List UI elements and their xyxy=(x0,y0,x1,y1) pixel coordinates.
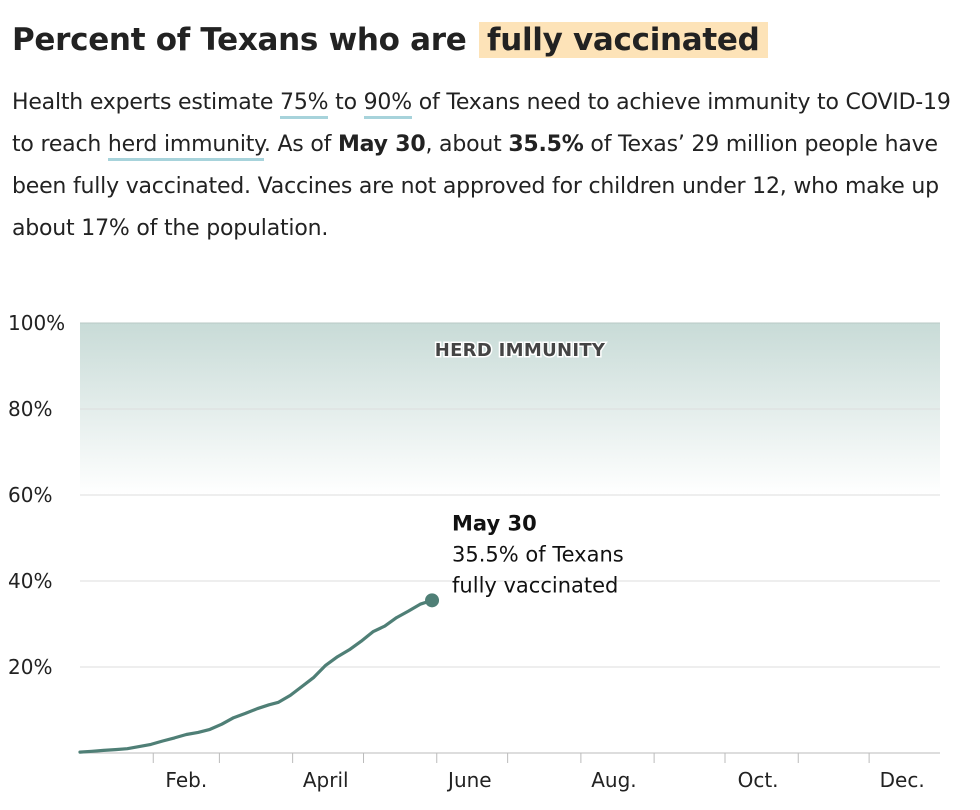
y-tick-label: 100% xyxy=(8,311,65,335)
lede-text-4: . As of xyxy=(263,132,338,157)
x-tick-label: April xyxy=(303,768,349,792)
vaccination-line-chart: HERD IMMUNITY 100% 80% 60% 40% 20% Feb. April J… xyxy=(8,311,940,792)
annotation-date: May 30 xyxy=(452,511,537,535)
lede-herd-immunity: herd immunity xyxy=(107,132,264,161)
y-tick-label: 80% xyxy=(8,397,52,421)
x-tick-label: Feb. xyxy=(165,768,207,792)
y-tick-label: 60% xyxy=(8,483,52,507)
chart-description: Health experts estimate 75% to 90% of Te… xyxy=(12,82,974,250)
lede-text-1: Health experts estimate xyxy=(12,90,281,115)
lede-low-estimate: 75% xyxy=(280,90,329,119)
lede-text-5: , about xyxy=(425,132,509,157)
title-prefix: Percent of Texans who are xyxy=(12,22,467,58)
lede-text-3: of Texans need to achieve immunity to CO… xyxy=(12,90,951,157)
y-tick-label: 20% xyxy=(8,655,52,679)
x-tick-label: Aug. xyxy=(591,768,636,792)
vaccination-series-line xyxy=(78,598,434,754)
latest-data-point xyxy=(425,593,440,608)
lede-high-estimate: 90% xyxy=(363,90,412,119)
x-tick-label: Dec. xyxy=(880,768,925,792)
annotation-line-1: 35.5% of Texans xyxy=(452,542,624,566)
lede-percent: 35.5% xyxy=(508,132,584,157)
x-tick-label: Oct. xyxy=(738,768,779,792)
chart-title: Percent of Texans who are fully vaccinat… xyxy=(12,14,768,66)
annotation-line-2: fully vaccinated xyxy=(452,573,618,597)
lede-text-6: of Texas’ 29 million people have been fu… xyxy=(12,132,939,241)
title-highlight: fully vaccinated xyxy=(479,22,768,58)
herd-immunity-label: HERD IMMUNITY xyxy=(435,340,606,361)
lede-date: May 30 xyxy=(337,132,426,157)
y-tick-label: 40% xyxy=(8,569,52,593)
lede-text-2: to xyxy=(328,90,364,115)
x-tick-label: June xyxy=(446,768,492,792)
